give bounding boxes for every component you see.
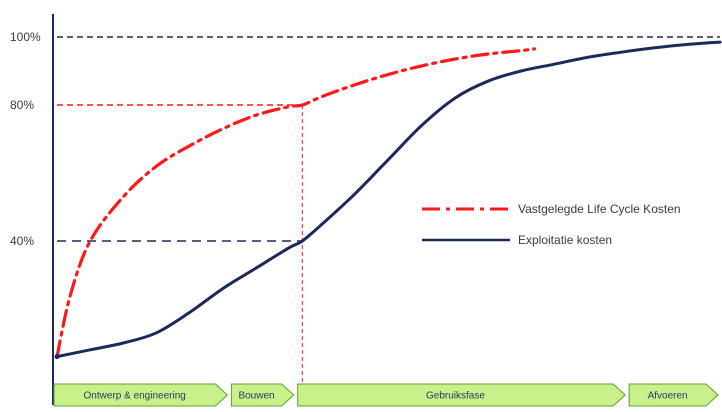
y-tick-labels: 100% 80% 40%	[10, 30, 41, 248]
reference-lines	[57, 36, 720, 382]
phase-label-1: Bouwen	[238, 391, 274, 402]
phase-label-0: Ontwerp & engineering	[84, 391, 186, 402]
phase-label-2: Gebruiksfase	[426, 391, 485, 402]
series-line-0	[55, 47, 536, 359]
phase-bar: Ontwerp & engineering Bouwen Gebruiksfase A…	[53, 383, 719, 407]
legend-label-0: Vastgelegde Life Cycle Kosten	[518, 202, 681, 216]
y-tick-label: 100%	[10, 30, 41, 44]
series-group	[54, 40, 722, 360]
legend-label-1: Exploitatie kosten	[518, 233, 612, 247]
phase-label-3: Afvoeren	[648, 391, 688, 402]
legend: Vastgelegde Life Cycle Kosten Exploitatie…	[422, 202, 681, 247]
phase-arrow-3	[628, 383, 719, 407]
y-tick-label: 80%	[10, 98, 34, 112]
series-line-1	[55, 40, 722, 359]
start-point	[54, 354, 60, 360]
phase-arrow-1	[230, 383, 295, 407]
phase-arrow-0	[53, 383, 229, 407]
y-tick-label: 40%	[10, 234, 34, 248]
phase-arrow-2	[297, 383, 626, 407]
